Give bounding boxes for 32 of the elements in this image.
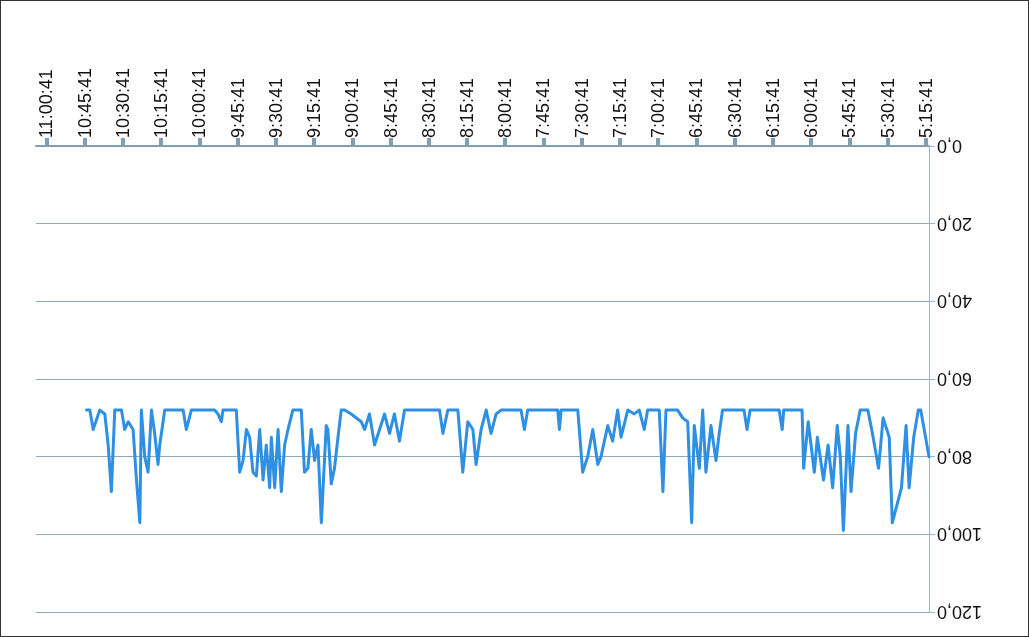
x-tick-label: 10:45:41 xyxy=(74,67,95,138)
x-tick-label: 7:15:41 xyxy=(609,77,630,138)
x-tick-label: 8:45:41 xyxy=(380,77,401,138)
x-tick-label: 9:15:41 xyxy=(304,77,325,138)
x-tick-label: 9:45:41 xyxy=(227,77,248,138)
x-tick-label: 6:30:41 xyxy=(724,77,745,138)
x-tick-label: 5:45:41 xyxy=(839,77,860,138)
y-tick-label: 0,0 xyxy=(937,136,963,156)
y-tick-label: 120,0 xyxy=(937,602,983,622)
y-tick-label: 60,0 xyxy=(937,369,973,389)
x-tick-label: 5:15:41 xyxy=(915,77,936,138)
y-tick-label: 20,0 xyxy=(937,213,973,234)
x-tick-label: 10:30:41 xyxy=(112,67,133,138)
x-tick-label: 8:30:41 xyxy=(418,77,439,138)
x-tick-label: 11:00:41 xyxy=(36,69,57,138)
y-tick-label: 40,0 xyxy=(937,291,973,312)
y-tick-label: 100,0 xyxy=(937,524,983,545)
x-tick-label: 5:30:41 xyxy=(877,77,898,138)
x-tick-label: 6:45:41 xyxy=(686,77,707,138)
x-tick-label: 10:00:41 xyxy=(189,67,210,138)
y-tick-label: 80,0 xyxy=(937,446,973,467)
x-tick-label: 7:00:41 xyxy=(648,77,669,138)
x-tick-label: 9:30:41 xyxy=(265,77,286,138)
x-tick-label: 7:45:41 xyxy=(533,77,554,138)
x-tick-label: 8:15:41 xyxy=(456,77,477,138)
x-tick-label: 6:00:41 xyxy=(801,77,822,138)
x-tick-label: 8:00:41 xyxy=(495,77,516,138)
x-tick-label: 9:00:41 xyxy=(342,77,363,138)
line-series xyxy=(84,408,931,532)
x-tick-label: 10:15:41 xyxy=(151,67,172,138)
x-tick-label: 7:30:41 xyxy=(571,77,592,138)
x-tick-label: 6:15:41 xyxy=(762,77,783,138)
